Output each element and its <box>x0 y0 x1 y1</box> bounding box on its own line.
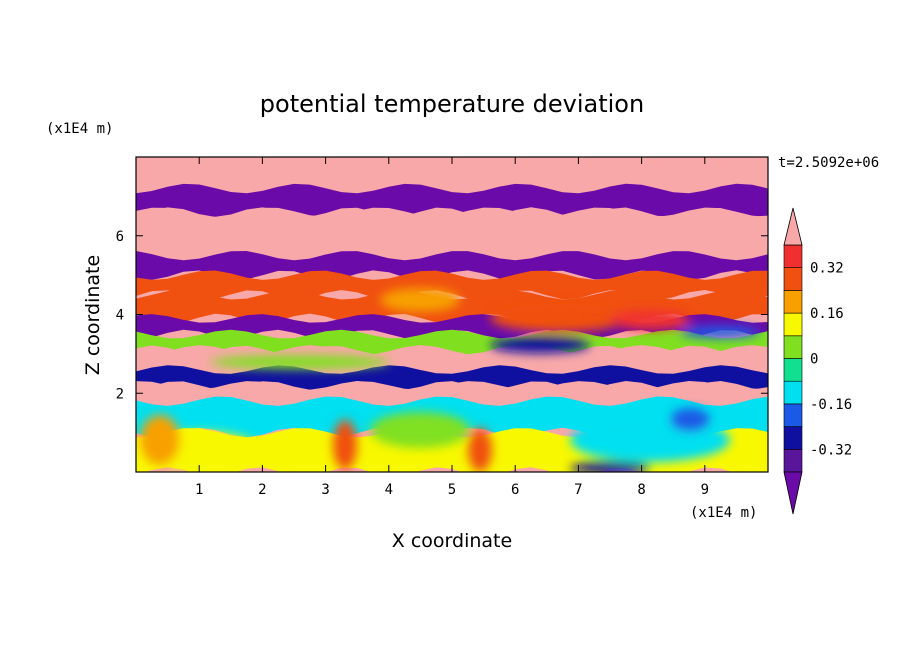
field-band <box>136 381 768 406</box>
colorbar-segment <box>783 358 803 382</box>
x-axis: 1 2 3 4 5 6 7 8 9 <box>195 157 709 498</box>
colorbar-label: 0 <box>810 352 818 368</box>
orange-patch <box>468 428 492 472</box>
cool-patch <box>490 337 590 353</box>
colorbar-segment <box>783 244 803 269</box>
colorbar-over-arrow <box>783 207 803 246</box>
field-band <box>136 157 768 194</box>
chart-title: potential temperature deviation <box>260 90 644 118</box>
field-band <box>136 251 768 280</box>
x-axis-label: X coordinate <box>392 530 512 552</box>
orange-patch <box>140 415 180 465</box>
field-band <box>136 365 768 390</box>
x-tick-label: 2 <box>258 482 266 498</box>
x-tick-label: 8 <box>637 482 645 498</box>
colorbar-segment <box>783 267 803 291</box>
warm-patch <box>380 288 460 312</box>
x-tick-label: 4 <box>385 482 393 498</box>
colorbar-label: 0.32 <box>810 261 844 277</box>
colorbar-segment <box>783 290 803 314</box>
cool-patch <box>680 326 760 338</box>
field-band <box>136 207 768 261</box>
y-tick-label: 4 <box>116 308 124 324</box>
y-unit-label: (x1E4 m) <box>46 121 113 137</box>
x-unit-label: (x1E4 m) <box>690 505 757 521</box>
turbulent-patches <box>140 288 760 472</box>
y-tick-label: 6 <box>116 229 124 245</box>
colorbar: 0.32 0.16 0 -0.16 -0.32 <box>783 207 852 515</box>
colorbar-segment <box>783 312 803 337</box>
green-patch <box>370 412 470 448</box>
blue-patch <box>670 408 710 432</box>
warm-patch <box>490 304 630 332</box>
colorbar-segment <box>783 403 803 427</box>
x-tick-label: 1 <box>195 482 203 498</box>
y-tick-label: 2 <box>116 386 124 402</box>
colorbar-under-arrow <box>783 471 803 515</box>
x-tick-label: 6 <box>511 482 519 498</box>
orange-patch <box>333 420 357 470</box>
x-tick-label: 9 <box>701 482 709 498</box>
time-label: t=2.5092e+06 <box>778 155 879 171</box>
colorbar-segment <box>783 380 803 405</box>
y-axis: 2 4 6 <box>116 229 768 402</box>
green-patch <box>210 355 390 369</box>
x-tick-label: 3 <box>321 482 329 498</box>
colorbar-label: 0.16 <box>810 306 844 322</box>
colorbar-label: -0.16 <box>810 397 852 413</box>
y-axis-label: Z coordinate <box>82 255 104 375</box>
x-tick-label: 5 <box>448 482 456 498</box>
plot-area <box>136 157 768 472</box>
blue-patch <box>570 462 650 472</box>
colorbar-segment <box>783 335 803 359</box>
x-tick-label: 7 <box>574 482 582 498</box>
colorbar-label: -0.32 <box>810 442 852 458</box>
colorbar-segment <box>783 426 803 450</box>
warm-patch <box>610 310 690 330</box>
colorbar-segment <box>783 448 803 473</box>
